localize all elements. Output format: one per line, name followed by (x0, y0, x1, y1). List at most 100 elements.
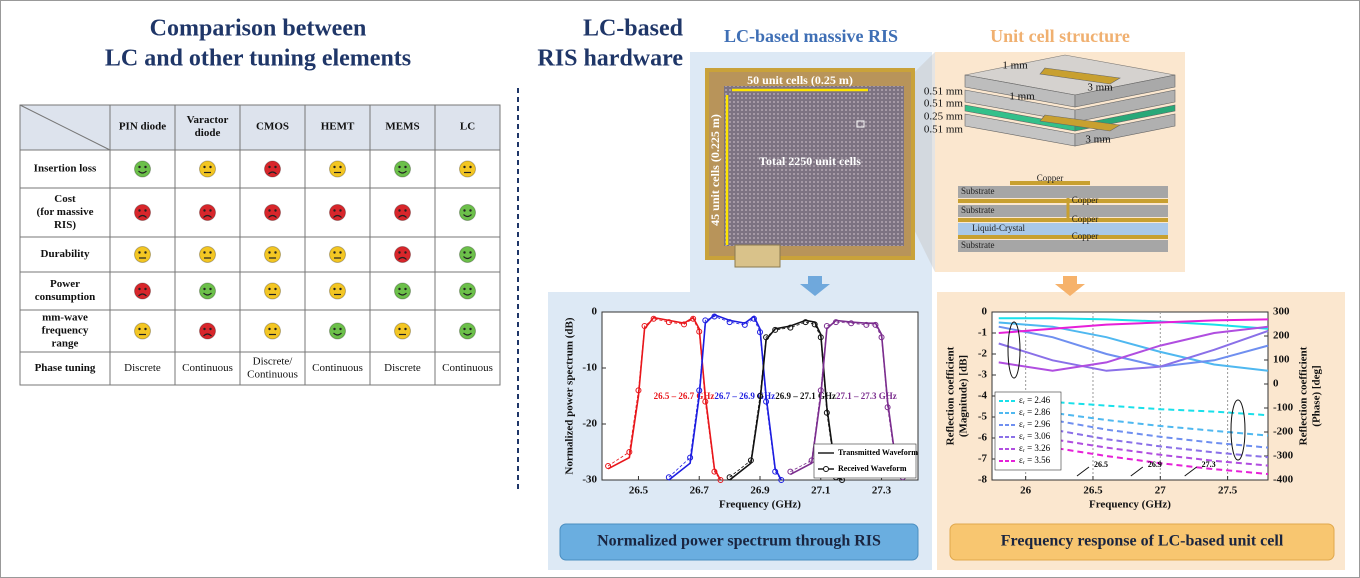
legend-label: εᵣ = 2.96 (1019, 419, 1051, 429)
face (460, 161, 476, 177)
layer-name: Copper (1072, 195, 1099, 205)
text-line: Comparison between (150, 16, 367, 42)
y2-tick-label: 300 (1273, 306, 1290, 318)
y2-tick-label: -100 (1273, 402, 1294, 414)
y-tick-label: -10 (582, 362, 597, 374)
y2-tick-label: 200 (1273, 330, 1290, 342)
layer-name: Copper (1037, 173, 1064, 183)
face (460, 283, 476, 299)
text-line: Continuous (182, 362, 233, 374)
face-disc (330, 247, 346, 263)
face (395, 283, 411, 299)
face-disc (265, 161, 281, 177)
face (135, 247, 151, 263)
text-line: RIS) (54, 219, 76, 231)
face (395, 247, 411, 263)
caption: Normalized power spectrum through RIS (597, 533, 881, 550)
face-disc (265, 283, 281, 299)
face-eye (203, 209, 205, 211)
face-eye (274, 166, 276, 168)
face-disc (395, 247, 411, 263)
x-axis-label: Frequency (GHz) (719, 499, 801, 511)
face-eye (138, 251, 140, 253)
face (460, 323, 476, 339)
face-eye (463, 288, 465, 290)
caption: Frequency response of LC-based unit cell (1001, 533, 1284, 550)
face (135, 161, 151, 177)
text-line: LC and other tuning elements (105, 46, 411, 72)
text-line: Varactor (187, 114, 229, 126)
face-eye (268, 251, 270, 253)
face (265, 283, 281, 299)
face-eye (463, 166, 465, 168)
face-eye (469, 288, 471, 290)
face-eye (203, 251, 205, 253)
face-eye (274, 328, 276, 330)
face-eye (398, 251, 400, 253)
connector (735, 245, 780, 267)
face-eye (138, 288, 140, 290)
face-disc (395, 323, 411, 339)
face-eye (398, 166, 400, 168)
face-disc (200, 205, 216, 221)
face-disc (395, 161, 411, 177)
face-disc (135, 161, 151, 177)
freq-mark-label: 26.9 (1148, 460, 1162, 469)
face-disc (395, 283, 411, 299)
legend-label: εᵣ = 2.46 (1019, 395, 1051, 405)
face (200, 323, 216, 339)
band-label: 26.9 – 27.1 GHz (775, 391, 836, 401)
photo-label: 45 unit cells (0.225 m) (708, 114, 722, 226)
text-line: Discrete/ (253, 356, 294, 368)
band-label: 26.7 – 26.9 GHz (714, 391, 775, 401)
text-line: RIS hardware (537, 46, 683, 72)
text-line: diode (195, 127, 221, 139)
face-eye (398, 209, 400, 211)
layer-name: Substrate (961, 240, 995, 250)
y-axis-label: (Magnitude) [dB] (958, 355, 970, 437)
text-line: Continuous (312, 362, 363, 374)
face (200, 205, 216, 221)
text-line: HEMT (321, 121, 355, 133)
text-line: Cost (54, 193, 76, 205)
y2-axis-label: Reflection coefficient (1298, 346, 1310, 445)
face-eye (203, 328, 205, 330)
y2-tick-label: 100 (1273, 354, 1290, 366)
face-eye (333, 251, 335, 253)
face-eye (463, 251, 465, 253)
face-eye (144, 328, 146, 330)
face (460, 205, 476, 221)
face-eye (404, 288, 406, 290)
band-label: 26.5 – 26.7 GHz (654, 391, 715, 401)
dimension-label: 3 mm (1087, 82, 1113, 94)
face-eye (404, 251, 406, 253)
face (330, 247, 346, 263)
layer-name: Substrate (961, 205, 995, 215)
face-disc (460, 205, 476, 221)
y-tick-label: -2 (978, 348, 988, 360)
x-tick-label: 27.5 (1218, 485, 1238, 497)
y-tick-label: 0 (592, 306, 598, 318)
face-eye (209, 251, 211, 253)
face-eye (274, 288, 276, 290)
face-disc (135, 205, 151, 221)
legend-label: εᵣ = 3.26 (1019, 443, 1051, 453)
layer-label: 0.51 mm (924, 98, 964, 110)
face-disc (460, 247, 476, 263)
legend-label: εᵣ = 3.06 (1019, 431, 1051, 441)
face-eye (209, 166, 211, 168)
face-eye (144, 288, 146, 290)
face-disc (460, 323, 476, 339)
face-disc (200, 161, 216, 177)
layer-label: 0.51 mm (924, 86, 964, 98)
y-tick-label: -7 (978, 453, 988, 465)
face-disc (395, 205, 411, 221)
face-disc (135, 323, 151, 339)
panel-title: LC-based massive RIS (724, 26, 898, 46)
face-eye (138, 166, 140, 168)
photo-label: Total 2250 unit cells (759, 154, 861, 168)
face (395, 161, 411, 177)
text-line: LC (460, 121, 475, 133)
dimension-label: 1 mm (1002, 60, 1028, 72)
freq-mark-label: 26.5 (1094, 460, 1108, 469)
